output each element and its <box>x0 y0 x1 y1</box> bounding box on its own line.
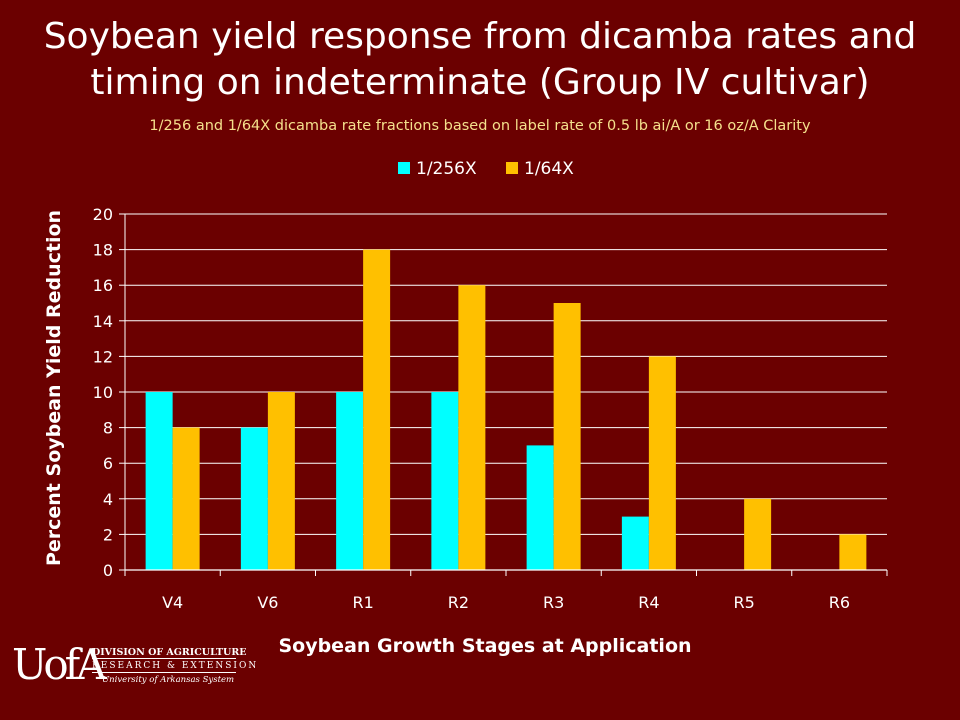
logo-line2: RESEARCH & EXTENSION <box>92 661 259 671</box>
y-tick-label: 10 <box>93 383 113 402</box>
y-tick-label: 2 <box>103 525 113 544</box>
x-axis-title: Soybean Growth Stages at Application <box>278 635 691 657</box>
legend-label: 1/64X <box>524 159 574 179</box>
chart-gridlines <box>124 213 887 571</box>
x-axis-ticks: V4 V6 R1 R2 R3 R4 R5 R6 <box>124 569 888 612</box>
x-tick-label: R3 <box>543 593 564 612</box>
y-tick-label: 14 <box>93 312 113 331</box>
x-tick-label: R1 <box>352 593 373 612</box>
y-tick-label: 8 <box>103 419 113 438</box>
bar-v6-0 <box>240 427 268 570</box>
bar-r4-1 <box>648 356 676 570</box>
slide-title-line2: timing on indeterminate (Group IV cultiv… <box>90 62 870 103</box>
y-tick-label: 6 <box>103 454 113 473</box>
logo-divider-2 <box>92 672 236 673</box>
y-tick-label: 16 <box>93 276 113 295</box>
x-tick-label: R6 <box>829 593 850 612</box>
bar-v4-0 <box>145 392 173 570</box>
bar-r4-0 <box>621 516 649 570</box>
x-tick-label: V6 <box>257 593 278 612</box>
slide-subtitle: 1/256 and 1/64X dicamba rate fractions b… <box>149 118 811 134</box>
logo-line1: DIVISION OF AGRICULTURE <box>92 647 247 658</box>
x-tick-label: R5 <box>733 593 754 612</box>
legend-swatch <box>398 162 410 174</box>
logo-line3: University of Arkansas System <box>102 675 235 685</box>
slide-title: Soybean yield response from dicamba rate… <box>0 14 960 106</box>
y-tick-label: 20 <box>93 205 113 224</box>
logo-mark: UofA <box>12 640 107 689</box>
x-tick-label: V4 <box>162 593 183 612</box>
bar-v6-1 <box>267 392 295 570</box>
chart-legend: 1/256X 1/64X <box>398 159 574 179</box>
bar-r1-0 <box>336 392 364 570</box>
bar-r2-0 <box>431 392 459 570</box>
y-tick-label: 18 <box>93 241 113 260</box>
bar-r5-1 <box>744 498 772 570</box>
bar-r1-1 <box>363 249 391 570</box>
x-tick-label: R2 <box>448 593 469 612</box>
legend-label: 1/256X <box>416 159 477 179</box>
x-tick-label: R4 <box>638 593 659 612</box>
y-axis-ticks: 0 2 4 6 8 10 12 14 16 18 20 <box>93 205 125 580</box>
y-tick-label: 4 <box>103 490 113 509</box>
legend-swatch <box>506 162 518 174</box>
bar-r3-1 <box>553 303 581 570</box>
bar-r6-1 <box>839 534 867 570</box>
bar-r2-1 <box>458 285 486 570</box>
slide-title-line1: Soybean yield response from dicamba rate… <box>43 16 917 57</box>
bar-v4-1 <box>172 427 200 570</box>
logo-divider <box>92 658 236 659</box>
y-tick-label: 0 <box>103 561 113 580</box>
y-tick-label: 12 <box>93 347 113 366</box>
y-axis-title: Percent Soybean Yield Reduction <box>43 210 65 566</box>
university-logo: UofA DIVISION OF AGRICULTURE RESEARCH & … <box>12 640 256 693</box>
chart-bars <box>145 249 867 570</box>
bar-r3-0 <box>526 445 554 570</box>
